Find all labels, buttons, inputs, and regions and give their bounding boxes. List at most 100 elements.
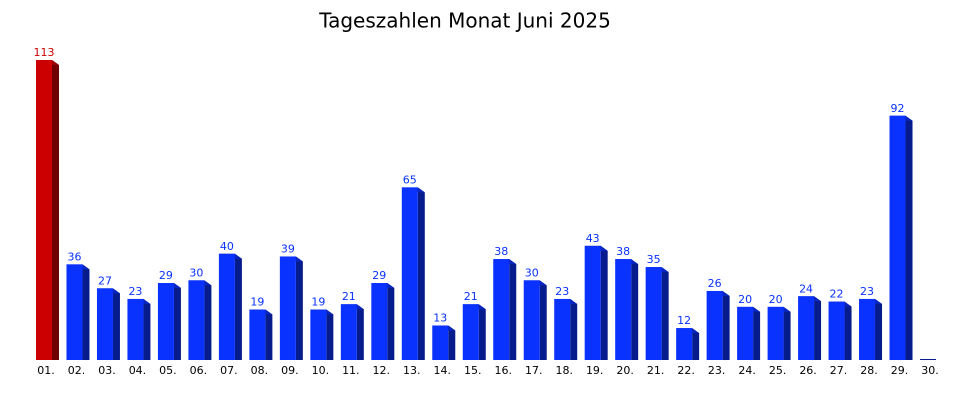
value-label: 30 — [525, 266, 539, 279]
bar-side — [265, 309, 273, 360]
bar — [706, 290, 723, 360]
bar-side — [631, 259, 639, 360]
x-tick-label: 10. — [312, 364, 330, 377]
bar — [493, 259, 510, 360]
value-label: 21 — [464, 290, 478, 303]
bar — [371, 283, 388, 360]
bar — [767, 306, 784, 360]
bar-side — [692, 328, 700, 360]
bar — [432, 325, 449, 360]
bar-side — [295, 256, 303, 360]
bar-side — [722, 290, 730, 360]
bar — [66, 264, 83, 360]
bar-side — [417, 187, 425, 360]
x-tick-label: 16. — [494, 364, 512, 377]
bar — [36, 60, 52, 360]
bar-side — [661, 267, 669, 360]
value-label: 20 — [738, 293, 752, 306]
bar — [523, 280, 540, 360]
bar — [889, 115, 906, 360]
x-tick-label: 03. — [98, 364, 116, 377]
value-label: 22 — [830, 288, 844, 301]
x-tick-label: 29. — [891, 364, 909, 377]
x-tick-label: 01. — [37, 364, 55, 377]
value-label: 27 — [98, 274, 112, 287]
bar-side — [509, 259, 517, 360]
value-label: 24 — [799, 282, 813, 295]
bar-side — [173, 283, 181, 360]
x-tick-label: 18. — [555, 364, 573, 377]
bar-side — [570, 298, 578, 360]
bar-side — [448, 325, 456, 360]
x-tick-label: 26. — [799, 364, 817, 377]
bar-side — [844, 301, 852, 360]
x-tick-label: 17. — [525, 364, 543, 377]
value-label: 43 — [586, 232, 600, 245]
bar — [798, 296, 815, 360]
bar-side — [539, 280, 547, 360]
bar-side — [82, 264, 90, 360]
bar — [249, 309, 266, 360]
bar-side — [905, 115, 913, 360]
bar-side — [600, 245, 608, 360]
value-label: 40 — [220, 240, 234, 253]
value-label: 23 — [555, 285, 569, 298]
x-tick-label: 12. — [373, 364, 391, 377]
bar — [310, 309, 327, 360]
bar — [462, 304, 479, 360]
bar — [584, 245, 601, 360]
value-label: 92 — [891, 102, 905, 115]
value-label: 19 — [311, 296, 325, 309]
x-tick-label: 21. — [647, 364, 665, 377]
bar-side — [356, 304, 364, 360]
bar-side — [143, 298, 151, 360]
x-tick-label: 06. — [190, 364, 208, 377]
bar-side — [753, 306, 761, 360]
value-label: 36 — [67, 250, 81, 263]
x-tick-label: 24. — [738, 364, 756, 377]
bar — [401, 187, 418, 360]
bar — [96, 288, 113, 360]
x-tick-label: 15. — [464, 364, 482, 377]
value-label: 30 — [189, 266, 203, 279]
bar-side — [814, 296, 822, 360]
bar — [188, 280, 205, 360]
value-label: 38 — [616, 245, 630, 258]
x-tick-label: 05. — [159, 364, 177, 377]
value-label: 65 — [403, 173, 417, 186]
x-tick-label: 22. — [677, 364, 695, 377]
value-label: 19 — [250, 296, 264, 309]
value-label: 38 — [494, 245, 508, 258]
bar — [859, 298, 876, 360]
chart-title: Tageszahlen Monat Juni 2025 — [318, 9, 611, 33]
x-tick-label: 27. — [830, 364, 848, 377]
bar-side — [52, 60, 59, 360]
value-label: 39 — [281, 242, 295, 255]
bar — [737, 306, 754, 360]
value-label: 26 — [708, 277, 722, 290]
x-tick-label: 07. — [220, 364, 238, 377]
x-tick-label: 20. — [616, 364, 634, 377]
bar-side — [478, 304, 486, 360]
bar-side — [234, 253, 242, 360]
bar — [279, 256, 296, 360]
x-tick-label: 04. — [129, 364, 147, 377]
value-label: 13 — [433, 311, 447, 324]
bar-side — [783, 306, 791, 360]
bar-side — [387, 283, 395, 360]
bar-side — [326, 309, 334, 360]
x-tick-label: 13. — [403, 364, 421, 377]
value-label: 29 — [372, 269, 386, 282]
value-label: 23 — [128, 285, 142, 298]
x-tick-label: 23. — [708, 364, 726, 377]
x-tick-label: 14. — [434, 364, 452, 377]
x-tick-label: 19. — [586, 364, 604, 377]
value-label: 20 — [769, 293, 783, 306]
bar — [340, 304, 357, 360]
bar — [554, 298, 571, 360]
bar-side — [204, 280, 212, 360]
bar — [127, 298, 144, 360]
x-tick-label: 09. — [281, 364, 299, 377]
bar — [157, 283, 174, 360]
x-tick-label: 28. — [860, 364, 878, 377]
